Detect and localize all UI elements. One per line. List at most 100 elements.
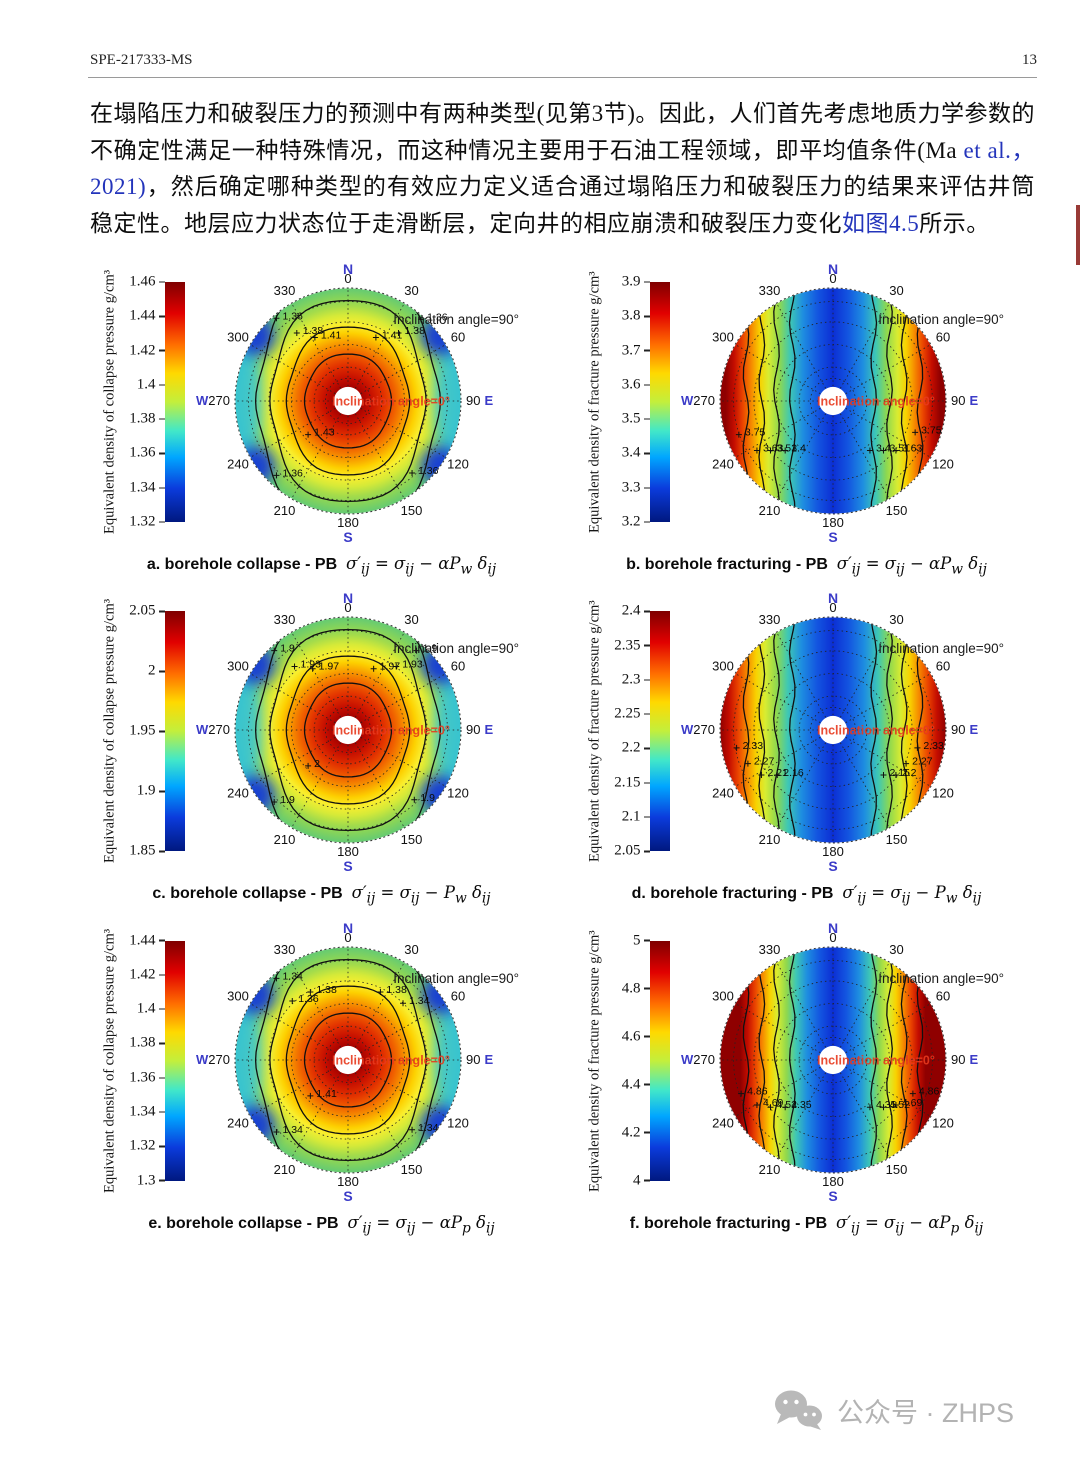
svg-text:180: 180 (822, 844, 844, 859)
colorbar-axis-label: Equivalent density of collapse pressure … (101, 928, 117, 1193)
svg-text:3.51: 3.51 (889, 442, 910, 454)
svg-text:W270: W270 (681, 722, 715, 737)
svg-text:90E: 90 E (466, 722, 493, 737)
colorbar-tick: 2.35 (614, 637, 650, 654)
svg-text:N: N (342, 261, 352, 277)
svg-text:S: S (828, 529, 837, 545)
svg-text:2.2: 2.2 (901, 767, 916, 779)
colorbar-tick: 4.4 (622, 1076, 650, 1093)
svg-text:180: 180 (337, 1174, 359, 1189)
svg-text:4.69: 4.69 (762, 1097, 783, 1109)
svg-text:30: 30 (404, 283, 418, 298)
colorbar-tick: 3.6 (622, 376, 650, 393)
svg-text:1.93: 1.93 (300, 659, 321, 671)
colorbar (164, 940, 185, 1181)
svg-text:90E: 90 E (951, 722, 978, 737)
panel-caption-e: e. borehole collapse - PB σ′ij = σij − α… (148, 1212, 495, 1236)
svg-text:W270: W270 (196, 393, 230, 408)
inline-link-1[interactable]: et al.， 2021) (90, 137, 1035, 200)
colorbar-tick: 3.3 (622, 479, 650, 496)
svg-text:S: S (828, 1188, 837, 1204)
svg-text:30: 30 (889, 283, 903, 298)
colorbar-ticks: 1.44 1.42 1.4 1.38 1.36 1.34 1.32 1.3 (121, 932, 165, 1188)
polar-plot-d: Inclination angle=0°2.332.272.212.162.15… (681, 590, 1004, 874)
svg-text:330: 330 (758, 942, 780, 957)
colorbar-tick: 3.5 (622, 411, 650, 428)
colorbar-tick: 2.4 (622, 603, 650, 620)
colorbar-tick: 1.34 (129, 479, 165, 496)
svg-text:1.9: 1.9 (420, 792, 435, 804)
colorbar (649, 940, 670, 1181)
svg-text:60: 60 (935, 988, 949, 1003)
colorbar (164, 282, 185, 522)
svg-text:1.38: 1.38 (386, 984, 407, 996)
colorbar-tick: 2.15 (614, 774, 650, 791)
svg-text:60: 60 (935, 659, 949, 674)
inline-link-3[interactable]: 如图4.5 (842, 210, 920, 236)
svg-text:1.9: 1.9 (280, 794, 295, 806)
svg-text:3.63: 3.63 (762, 442, 783, 454)
svg-text:120: 120 (447, 1115, 469, 1130)
inclination-annotation: Inclination angle=90° (393, 971, 519, 986)
svg-text:W270: W270 (196, 722, 230, 737)
svg-text:30: 30 (889, 942, 903, 957)
colorbar-tick: 1.36 (129, 445, 165, 462)
svg-text:300: 300 (227, 659, 249, 674)
svg-text:4.86: 4.86 (918, 1085, 939, 1097)
svg-text:150: 150 (885, 503, 907, 518)
colorbar-tick: 1.4 (137, 376, 165, 393)
svg-text:N: N (827, 590, 837, 606)
svg-text:1.41: 1.41 (320, 329, 341, 341)
colorbar-tick: 1.42 (129, 342, 165, 359)
svg-text:2.33: 2.33 (923, 740, 944, 752)
colorbar-ticks: 1.46 1.44 1.42 1.4 1.38 1.36 1.34 1.32 (121, 274, 165, 530)
svg-text:150: 150 (400, 503, 422, 518)
panel-caption-a: a. borehole collapse - PB σ′ij = σij − α… (146, 554, 497, 578)
svg-text:4.52: 4.52 (776, 1099, 797, 1111)
colorbar-tick: 4.6 (622, 1028, 650, 1045)
doc-id: SPE-217333-MS (90, 52, 193, 68)
svg-text:60: 60 (450, 330, 464, 345)
figure-panel-b: Equivalent density of fracture pressure … (571, 252, 1042, 577)
panel-caption-d: d. borehole fracturing - PB σ′ij = σij −… (631, 883, 982, 907)
svg-text:S: S (343, 1188, 352, 1204)
paragraph-text-2: ，然后确定哪种类型的有效应力定义适合通过塌陷压力和破裂压力的结果来评估井筒稳定性… (90, 174, 1035, 236)
colorbar-axis-label: Equivalent density of fracture pressure … (586, 271, 602, 533)
colorbar-axis-label: Equivalent density of fracture pressure … (586, 929, 602, 1192)
contour-labels: 4.864.694.524.35 4.354.524.694.86 (737, 1085, 939, 1111)
svg-text:120: 120 (447, 457, 469, 472)
colorbar-tick: 1.36 (129, 1069, 165, 1086)
svg-text:150: 150 (885, 1162, 907, 1177)
inclination-annotation: Inclination angle=90° (878, 971, 1004, 986)
svg-text:210: 210 (273, 832, 295, 847)
inclination-annotation: Inclination angle=90° (878, 641, 1004, 656)
svg-text:330: 330 (273, 612, 295, 627)
svg-text:330: 330 (273, 942, 295, 957)
scrollbar-thumb[interactable] (1076, 205, 1080, 265)
paragraph-text-0: 在塌陷压力和破裂压力的预测中有两种类型(见第3节)。因此，人们首先考虑地质力学参… (90, 101, 1035, 163)
page-number: 13 (1022, 52, 1037, 68)
svg-text:210: 210 (273, 1162, 295, 1177)
colorbar-tick: 1.3 (137, 1172, 165, 1189)
svg-text:1.36: 1.36 (282, 310, 303, 322)
colorbar-tick: 2.05 (614, 843, 650, 860)
colorbar-tick: 3.7 (622, 342, 650, 359)
svg-text:1.9: 1.9 (280, 643, 295, 655)
svg-text:1.97: 1.97 (318, 661, 339, 673)
svg-text:4.35: 4.35 (875, 1099, 896, 1111)
svg-text:120: 120 (932, 1115, 954, 1130)
polar-plot-c: Inclination angle=0°1.91.931.97 1.97 1.931… (196, 590, 519, 874)
colorbar-axis-label: Equivalent density of collapse pressure … (101, 599, 117, 864)
colorbar-tick: 1.95 (129, 723, 165, 740)
svg-text:60: 60 (450, 988, 464, 1003)
colorbar-tick: 1.44 (129, 308, 165, 325)
svg-text:0: 0 (344, 930, 351, 945)
svg-text:S: S (343, 858, 352, 874)
svg-text:150: 150 (885, 832, 907, 847)
svg-text:150: 150 (400, 1162, 422, 1177)
figure-grid: Equivalent density of collapse pressure … (86, 252, 1042, 1236)
svg-text:1.38: 1.38 (404, 325, 425, 337)
svg-text:120: 120 (447, 786, 469, 801)
